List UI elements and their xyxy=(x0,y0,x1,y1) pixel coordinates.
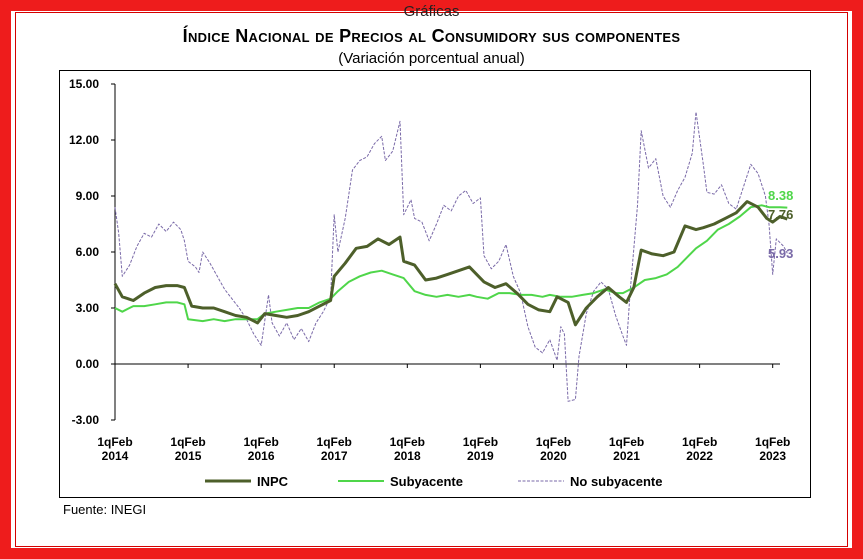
x-tick-label: 1qFeb xyxy=(463,435,498,449)
x-tick-year: 2018 xyxy=(394,449,421,463)
x-tick-year: 2019 xyxy=(467,449,494,463)
section-label: Gráficas xyxy=(403,3,460,16)
x-tick-label: 1qFeb xyxy=(682,435,717,449)
x-tick-year: 2020 xyxy=(540,449,567,463)
legend-label: INPC xyxy=(257,474,289,489)
x-tick-year: 2022 xyxy=(686,449,713,463)
y-tick-label: 9.00 xyxy=(76,189,100,203)
x-tick-label: 1qFeb xyxy=(243,435,278,449)
x-tick-year: 2016 xyxy=(248,449,275,463)
y-tick-label: -3.00 xyxy=(72,413,100,427)
series-lines xyxy=(113,111,788,402)
legend-label: Subyacente xyxy=(390,474,463,489)
y-tick-label: 3.00 xyxy=(76,301,100,315)
x-tick-label: 1qFeb xyxy=(97,435,132,449)
frame-inner-line xyxy=(15,12,848,547)
chart-area xyxy=(59,70,811,498)
x-tick-label: 1qFeb xyxy=(317,435,352,449)
x-tick-year: 2023 xyxy=(759,449,786,463)
x-tick-year: 2017 xyxy=(321,449,348,463)
chart-subtitle: (Variación porcentual anual) xyxy=(338,50,525,67)
y-tick-label: 0.00 xyxy=(76,357,100,371)
series-line-no-subyacente xyxy=(114,111,788,402)
legend-label: No subyacente xyxy=(570,474,662,489)
end-label-inpc: 7.76 xyxy=(768,207,793,222)
end-value-labels: 8.38 7.76 5.93 xyxy=(768,188,793,261)
x-tick-year: 2021 xyxy=(613,449,640,463)
chart-title: Índice Nacional de Precios al Consumidor… xyxy=(182,26,681,46)
y-tick-label: 6.00 xyxy=(76,245,100,259)
end-label-no-subyacente: 5.93 xyxy=(768,246,793,261)
x-tick-year: 2015 xyxy=(175,449,202,463)
x-tick-label: 1qFeb xyxy=(536,435,571,449)
x-tick-label: 1qFeb xyxy=(755,435,790,449)
legend: INPC Subyacente No subyacente xyxy=(205,474,662,489)
y-tick-label: 15.00 xyxy=(69,77,99,91)
x-tick-year: 2014 xyxy=(102,449,129,463)
series-line-inpc xyxy=(113,200,788,327)
source-note: Fuente: INEGI xyxy=(63,502,147,517)
end-label-subyacente: 8.38 xyxy=(768,188,793,203)
y-axis-ticks: -3.00 0.00 3.00 6.00 9.00 12.00 15.00 xyxy=(69,77,116,427)
x-tick-label: 1qFeb xyxy=(390,435,425,449)
series-line-subyacente xyxy=(114,204,788,323)
x-tick-label: 1qFeb xyxy=(170,435,205,449)
x-axis-ticks: 1qFeb20141qFeb20151qFeb20161qFeb20171qFe… xyxy=(97,363,790,463)
x-tick-label: 1qFeb xyxy=(609,435,644,449)
y-tick-label: 12.00 xyxy=(69,133,99,147)
